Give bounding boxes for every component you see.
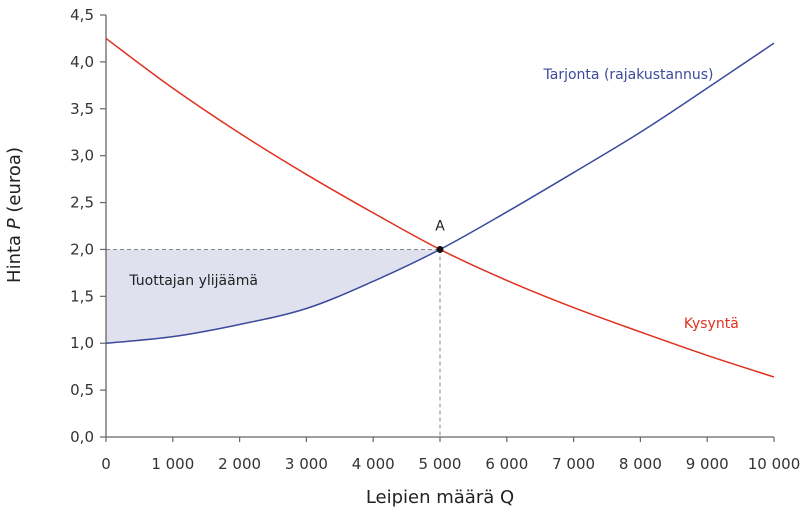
producer-surplus-fill [106, 249, 440, 344]
supply-label: Tarjonta (rajakustannus) [543, 67, 714, 83]
y-tick-label: 4,5 [70, 6, 94, 24]
x-tick-label: 7 000 [552, 455, 595, 473]
x-tick-label: 0 [101, 455, 111, 473]
series-lines [105, 37, 775, 378]
y-axis-title-pre: Hinta [4, 229, 25, 283]
equilibrium-label: A [435, 219, 445, 235]
x-tick-label: 8 000 [619, 455, 662, 473]
equilibrium-point [436, 245, 444, 253]
y-tick-label: 1,0 [70, 334, 94, 352]
equilibrium-guide-lines [106, 248, 441, 437]
producer-surplus-area [106, 249, 440, 344]
x-tick-label: 10 000 [748, 455, 801, 473]
annotations: Tarjonta (rajakustannus) Kysyntä Tuottajan… [128, 67, 738, 332]
x-tick-label: 9 000 [686, 455, 729, 473]
x-tick-label: 4 000 [352, 455, 395, 473]
x-tick-label: 3 000 [285, 455, 328, 473]
y-axis-title: Hinta P (euroa) [4, 147, 25, 283]
demand-label: Kysyntä [684, 316, 739, 332]
producer-surplus-label: Tuottajan ylijäämä [128, 273, 258, 289]
y-tick-label: 0,0 [70, 428, 94, 446]
y-tick-label: 1,5 [70, 287, 94, 305]
y-tick-label: 0,5 [70, 381, 94, 399]
axes: 0 1 000 2 000 3 000 4 000 5 000 6 000 7 000 8 00… [70, 6, 800, 473]
y-tick-label: 3,0 [70, 147, 94, 165]
x-axis-title: Leipien määrä Q [366, 487, 514, 508]
y-tick-label: 2,5 [70, 194, 94, 212]
y-tick-label: 2,0 [70, 240, 94, 258]
x-tick-label: 6 000 [485, 455, 528, 473]
y-tick-label: 3,5 [70, 100, 94, 118]
y-tick-label: 4,0 [70, 53, 94, 71]
x-tick-label: 2 000 [218, 455, 261, 473]
x-tick-label: 5 000 [419, 455, 462, 473]
y-axis-title-italic: P [4, 218, 25, 229]
x-tick-label: 1 000 [151, 455, 194, 473]
y-axis-title-post: (euroa) [4, 147, 25, 218]
